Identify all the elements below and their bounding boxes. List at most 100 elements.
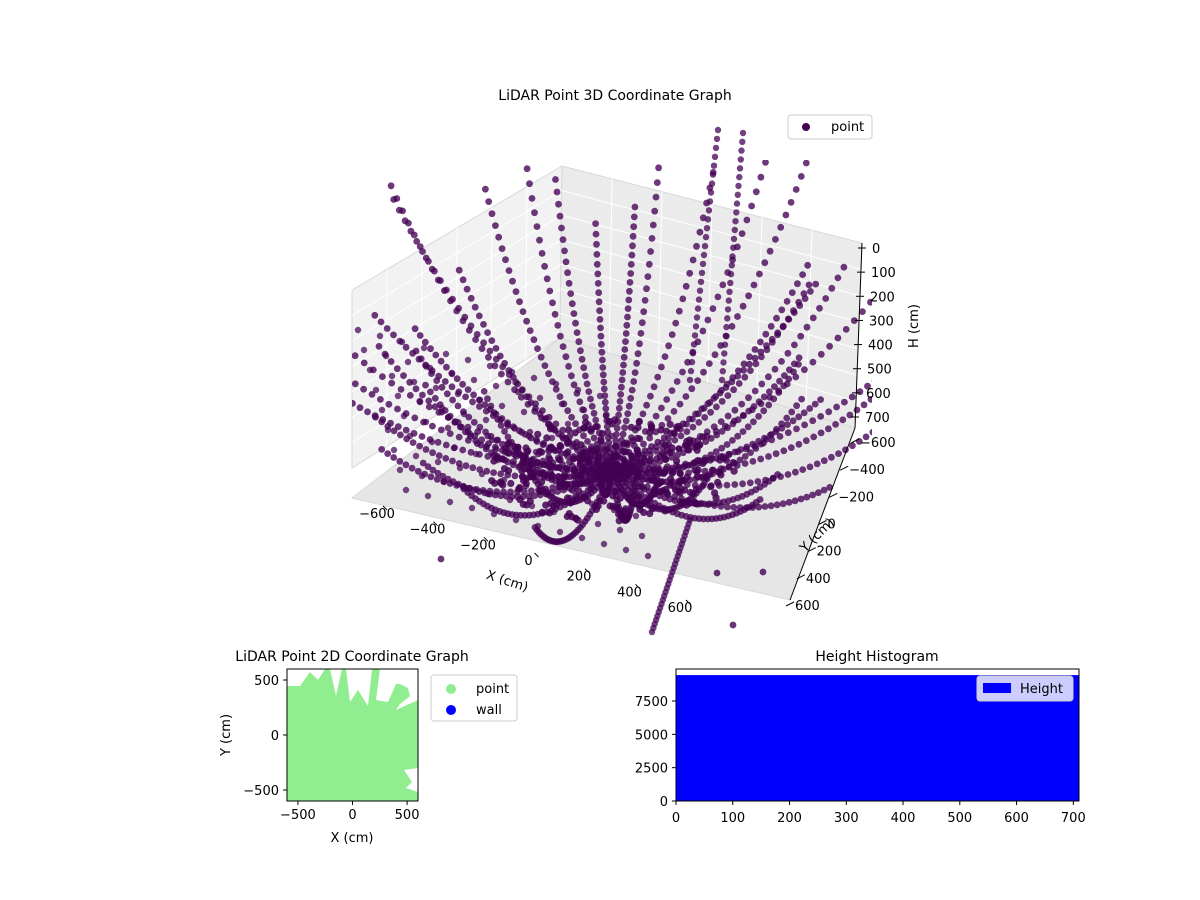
point-marker [675,307,683,315]
x-tick-label: 0 [524,554,532,569]
point-marker [352,352,359,360]
point-marker [646,451,654,458]
point-marker [581,463,589,471]
point-marker [701,414,709,421]
point-marker [485,198,493,206]
point-marker [577,347,584,355]
point-marker [467,322,475,330]
point-marker [482,416,490,424]
point-marker [718,428,726,435]
point-marker [625,402,633,410]
point-marker [781,372,788,379]
point-marker [504,378,512,386]
y-tick-label: −400 [849,463,885,478]
point-marker [759,568,767,576]
point-marker [566,499,575,507]
point-marker [512,378,520,386]
point-marker [429,449,436,457]
point-marker [629,242,636,250]
point-marker [587,480,595,488]
point-marker [728,262,735,269]
point-marker [758,353,765,361]
point-marker [334,337,341,344]
point-marker [647,392,654,400]
point-marker [319,357,326,364]
point-marker [454,419,462,426]
point-marker [799,271,806,278]
point-marker [812,280,820,288]
point-marker [474,428,482,435]
point-marker [690,341,698,348]
point-marker [356,404,364,412]
point-marker [352,380,359,388]
point-marker [316,322,323,329]
point-marker [864,382,871,390]
point-marker [575,487,583,495]
point-marker [431,394,439,402]
point-marker [563,439,572,447]
x-axis: −600 −400 −200 0 200 400 600 [359,505,692,616]
point-marker [440,478,448,486]
point-marker [432,351,440,359]
point-marker [725,297,732,304]
point-marker [439,472,447,480]
point-marker [669,468,677,476]
point-marker [519,473,527,481]
point-marker [787,199,795,206]
point-marker [793,425,800,433]
point-marker [627,270,635,277]
point-marker [718,387,725,394]
vertical-streaks [437,126,767,636]
point-marker [867,396,872,403]
point-marker [531,407,539,415]
point-marker [771,365,779,373]
point-marker [376,332,384,340]
point-marker [682,501,691,509]
point-marker [670,408,678,415]
legend-3d: point [787,114,873,140]
point-marker [541,262,548,270]
point-marker [741,453,749,460]
point-marker [778,420,785,428]
point-marker [372,386,380,394]
point-marker [492,345,500,352]
point-marker [394,392,402,400]
point-marker [853,406,861,414]
x-tick-2d-label: −500 [280,808,316,823]
point-marker [700,368,707,376]
point-marker [608,432,616,440]
grid-line [561,239,860,323]
point-marker [444,424,452,432]
point-marker [629,437,637,445]
point-marker [488,337,496,344]
y-axis-2d-label: Y (cm) [219,714,234,757]
point-marker [504,433,512,441]
point-marker [464,356,472,364]
point-marker [555,483,564,491]
point-marker [653,179,661,187]
point-marker [775,387,782,395]
point-marker [702,456,710,464]
plot-histogram: Height Histogram 0 100 200 300 400 500 600 7000… [635,649,1086,826]
point-marker [501,428,508,435]
point-marker [402,426,410,434]
point-marker [802,160,810,167]
point-marker [601,392,609,400]
point-marker [497,416,504,424]
point-marker [473,486,480,493]
point-marker [665,434,672,442]
point-marker [517,393,525,401]
point-marker [646,509,654,518]
point-marker [809,491,816,499]
point-marker [553,188,561,196]
point-marker [611,416,619,424]
point-marker [495,233,503,241]
point-marker [416,332,424,339]
x-tick-label: 400 [617,585,642,600]
point-marker [699,433,707,441]
point-marker [841,398,848,406]
point-marker [622,546,630,554]
point-marker [591,452,599,460]
point-marker [688,385,696,393]
x-tick-hist-label: 100 [720,811,745,826]
